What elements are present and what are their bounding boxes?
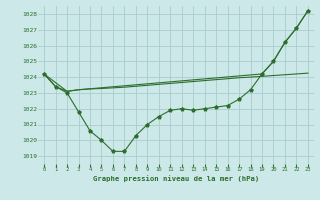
X-axis label: Graphe pression niveau de la mer (hPa): Graphe pression niveau de la mer (hPa) <box>93 175 259 182</box>
